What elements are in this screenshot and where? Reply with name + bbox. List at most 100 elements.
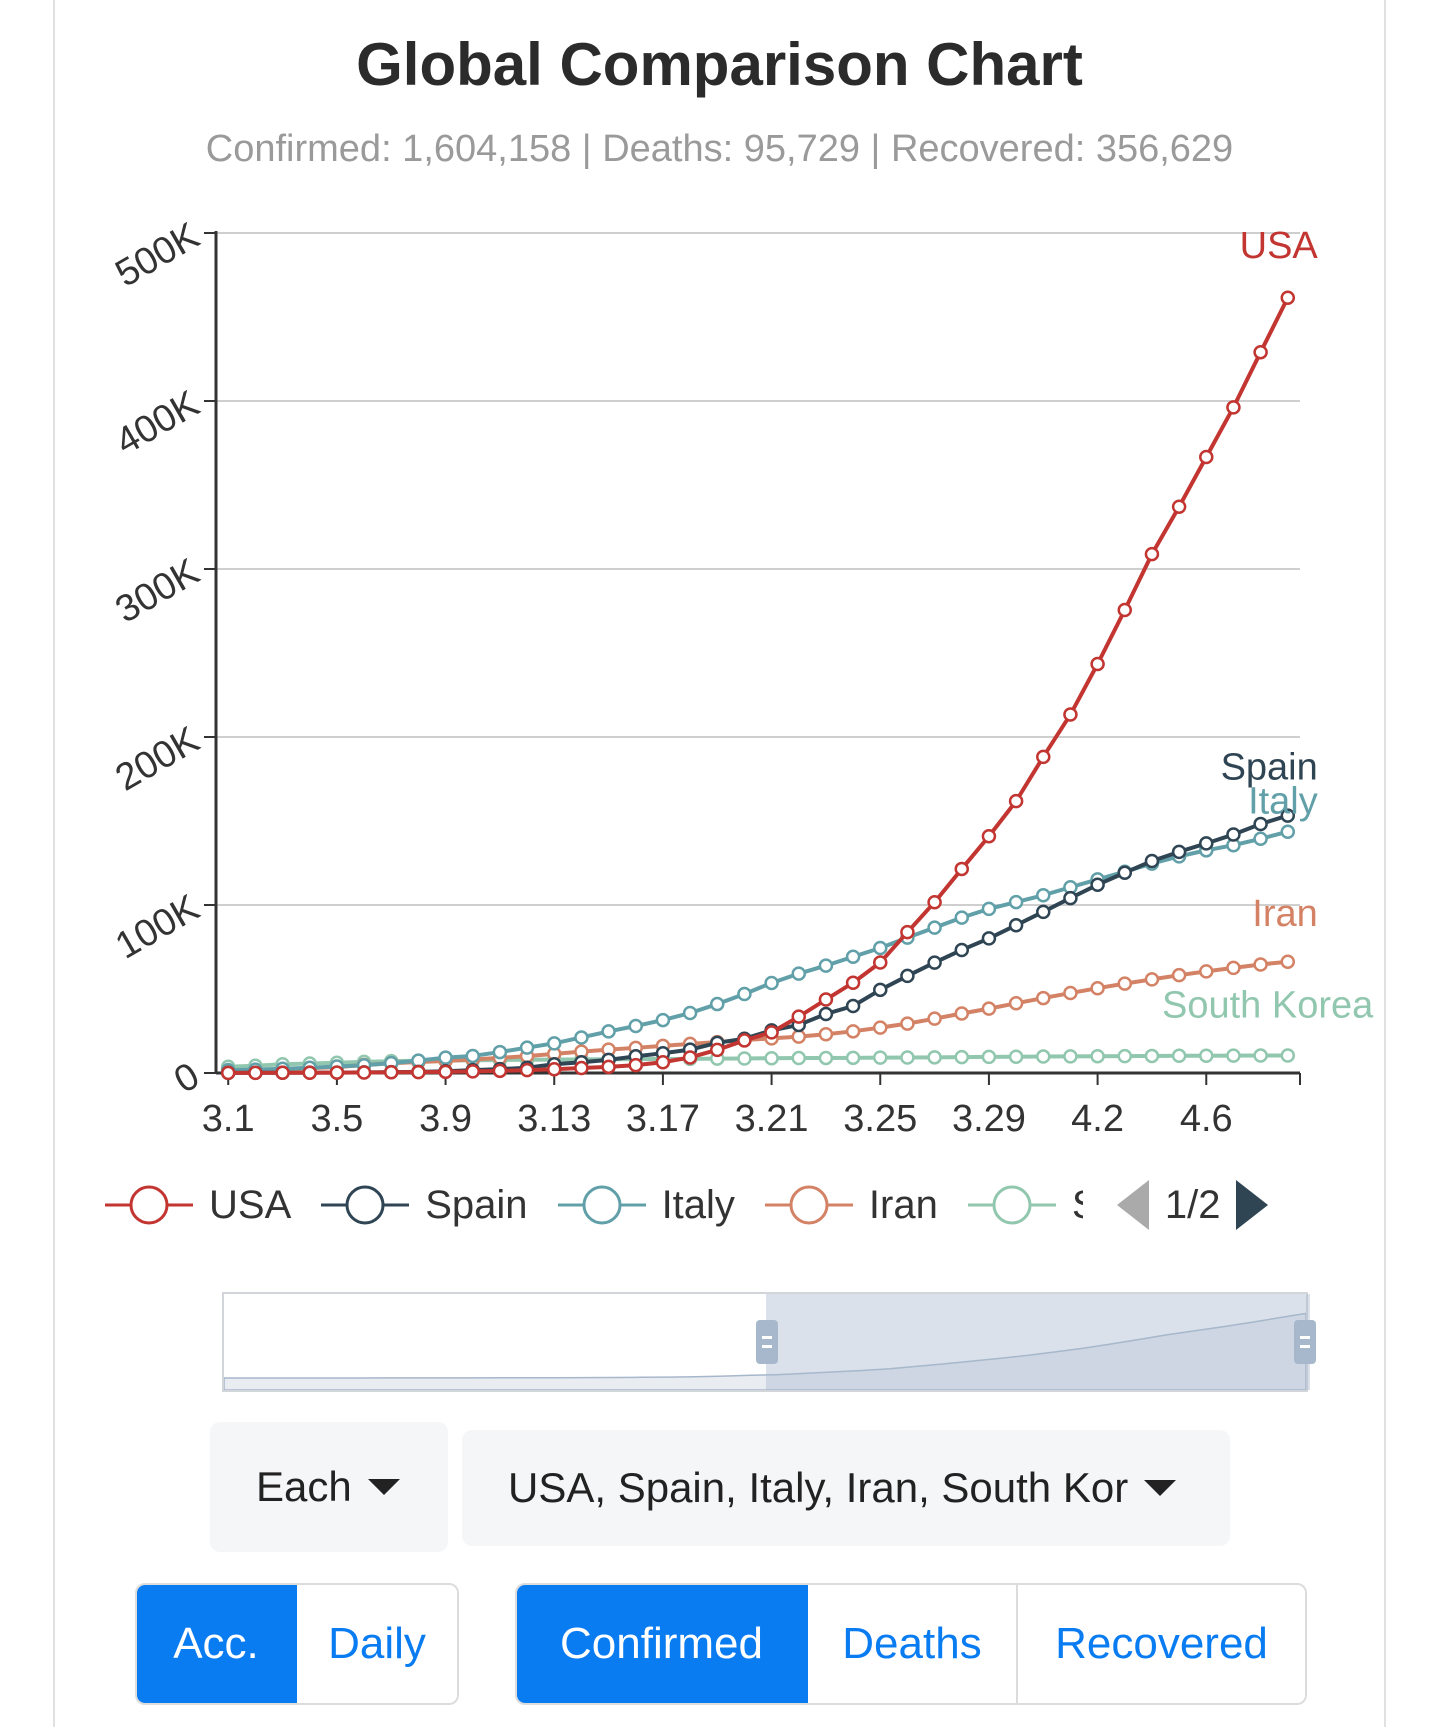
data-point	[1117, 602, 1133, 618]
data-point	[954, 942, 970, 958]
data-point	[1063, 890, 1078, 906]
data-point	[873, 955, 888, 970]
legend-item-italy[interactable]: Italy	[557, 1181, 735, 1229]
slider-selected-range[interactable]	[766, 1294, 1310, 1390]
legend-item-usa[interactable]: USA	[105, 1181, 291, 1229]
data-point	[628, 1057, 643, 1073]
y-tick-label: 500K	[109, 215, 207, 296]
data-point	[873, 1050, 888, 1065]
data-point	[1008, 996, 1024, 1011]
data-point	[546, 1061, 562, 1077]
legend-label-south-korea: S	[1072, 1183, 1083, 1228]
data-point	[981, 931, 997, 946]
legend-item-spain[interactable]: Spain	[321, 1181, 528, 1229]
slider-start-handle-icon[interactable]	[756, 1320, 778, 1364]
data-point	[1036, 990, 1051, 1006]
data-point	[737, 1033, 752, 1048]
data-point	[1090, 877, 1105, 892]
data-point	[1117, 1048, 1133, 1064]
data-point	[1036, 888, 1051, 903]
data-point	[220, 1065, 236, 1081]
data-zoom-slider[interactable]	[222, 1292, 1316, 1392]
data-point	[574, 1060, 589, 1076]
data-point	[248, 1065, 263, 1081]
countries-dropdown[interactable]: USA, Spain, Italy, Iran, South Kor	[462, 1430, 1230, 1546]
legend-label-iran: Iran	[868, 1182, 938, 1227]
data-point	[682, 1005, 698, 1021]
x-tick-label: 3.9	[419, 1098, 472, 1140]
legend-label-spain: Spain	[425, 1182, 528, 1227]
data-point	[1226, 1048, 1241, 1063]
data-point	[383, 1065, 399, 1080]
data-point	[845, 998, 861, 1014]
data-point	[1008, 917, 1024, 933]
data-point	[1117, 865, 1133, 880]
data-point	[1008, 1049, 1024, 1065]
data-point	[1036, 904, 1051, 920]
data-point	[1090, 656, 1105, 672]
data-point	[1280, 824, 1296, 839]
slider-end-handle-icon[interactable]	[1294, 1320, 1316, 1364]
data-point	[275, 1065, 290, 1081]
data-point	[1253, 831, 1268, 847]
data-point	[1063, 1049, 1078, 1064]
deaths-button[interactable]: Deaths	[808, 1585, 1018, 1703]
data-point	[519, 1040, 535, 1055]
pager-prev-icon[interactable]	[1116, 1180, 1149, 1230]
data-point	[1144, 546, 1160, 562]
data-point	[1063, 985, 1078, 1001]
data-point	[492, 1044, 508, 1060]
data-point	[818, 1006, 834, 1022]
y-tick-label: 300K	[109, 551, 207, 632]
data-point	[900, 1016, 915, 1031]
line-chart: 0 100K 200K 300K 400K 500K 3.1 3.5 3.9 3.13 3.17 3.…	[109, 215, 1374, 1140]
data-point	[1008, 793, 1024, 809]
mode-dropdown[interactable]: Each	[210, 1422, 448, 1552]
recovered-button[interactable]: Recovered	[1018, 1585, 1305, 1703]
data-point	[981, 829, 997, 844]
legend-spain-icon	[321, 1185, 410, 1225]
x-tick-label: 3.21	[735, 1098, 809, 1140]
data-point	[1199, 964, 1214, 979]
data-point	[954, 861, 970, 877]
legend-iran-icon	[764, 1185, 853, 1225]
acc-button[interactable]: Acc.	[137, 1585, 297, 1703]
data-point	[873, 982, 888, 998]
data-point	[1008, 894, 1024, 910]
data-point	[465, 1064, 480, 1079]
pager-next-icon[interactable]	[1236, 1180, 1269, 1230]
data-point	[438, 1064, 453, 1080]
data-point	[1199, 836, 1214, 851]
data-point	[1171, 1048, 1187, 1064]
data-point	[1280, 808, 1296, 823]
legend-item-south-korea[interactable]: S	[967, 1181, 1083, 1229]
data-point	[927, 894, 942, 910]
data-point	[1280, 1048, 1296, 1063]
data-point	[1226, 960, 1241, 976]
legend-item-iran[interactable]: Iran	[764, 1181, 938, 1229]
data-point	[1253, 957, 1268, 972]
data-point	[1199, 1048, 1214, 1063]
legend-page-indicator: 1/2	[1164, 1182, 1221, 1227]
x-tick-label: 3.13	[517, 1098, 591, 1140]
data-point	[791, 1050, 807, 1066]
daily-button[interactable]: Daily	[297, 1585, 457, 1703]
data-point	[1036, 1049, 1051, 1064]
y-tick-label: 0	[167, 1055, 206, 1102]
legend-pager: 1/2	[1116, 1180, 1269, 1230]
confirmed-button[interactable]: Confirmed	[517, 1585, 808, 1703]
data-point	[1253, 1048, 1268, 1063]
data-point	[1171, 967, 1187, 983]
data-point	[791, 1029, 807, 1044]
x-tick-label: 3.1	[202, 1098, 255, 1140]
data-point	[1199, 449, 1214, 465]
data-point	[737, 1051, 752, 1066]
x-tick-label: 4.2	[1071, 1098, 1124, 1140]
data-point	[1280, 290, 1296, 306]
data-point	[1144, 853, 1160, 869]
data-point	[1090, 1048, 1105, 1064]
series-lines	[220, 290, 1296, 1081]
data-point	[1171, 499, 1187, 514]
data-point	[1253, 344, 1268, 360]
data-point	[1090, 980, 1105, 996]
